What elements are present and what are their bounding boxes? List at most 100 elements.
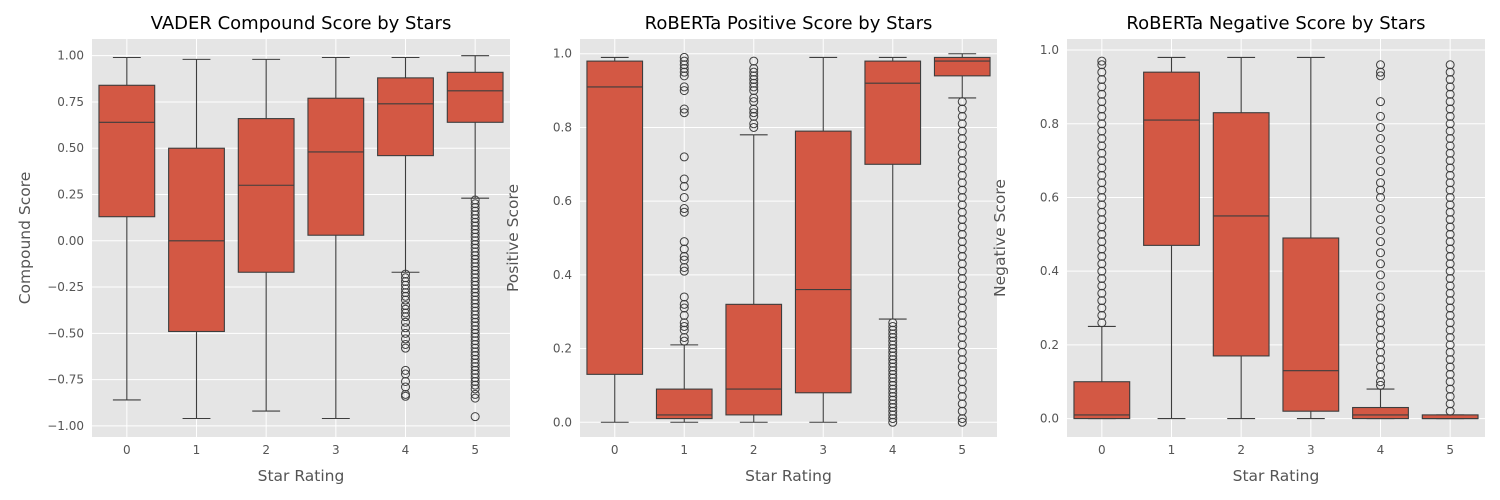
outlier-point	[888, 384, 898, 394]
outlier-point	[401, 277, 410, 287]
outlier-point	[957, 347, 967, 357]
y-tick-label: 0.2	[1040, 338, 1059, 352]
outlier-point	[749, 63, 759, 73]
outlier-point	[957, 207, 967, 217]
outlier-point	[888, 377, 898, 387]
outlier-point	[470, 228, 480, 238]
outlier-point	[888, 321, 898, 331]
outlier-point	[888, 373, 898, 383]
y-tick-label: −0.50	[47, 326, 84, 340]
outlier-point	[1097, 97, 1107, 107]
outlier-point	[470, 236, 480, 246]
x-tick-label: 4	[1377, 443, 1385, 457]
y-tick-label: 0.6	[553, 194, 572, 208]
box-star-4	[864, 56, 922, 427]
outlier-point	[1097, 119, 1107, 129]
outlier-point	[401, 376, 410, 386]
outlier-point	[1376, 248, 1385, 258]
x-tick-label: 0	[1098, 443, 1106, 457]
outlier-point	[1376, 259, 1385, 269]
outlier-point	[1097, 200, 1107, 210]
outlier-point	[679, 207, 689, 217]
outlier-point	[1097, 229, 1107, 239]
boxes	[1073, 56, 1479, 420]
outlier-point	[957, 237, 967, 247]
outlier-point	[1376, 281, 1385, 291]
x-tick-label: 5	[1446, 443, 1454, 457]
outlier-point	[1097, 67, 1107, 77]
outlier-point	[1376, 122, 1385, 132]
x-tick-label: 4	[889, 443, 897, 457]
outlier-point	[470, 251, 480, 261]
outlier-point	[749, 93, 759, 103]
boxes	[586, 52, 991, 427]
ticks: 0.0 0.2 0.4 0.6 0.8 1.0 0 1 2 3 4 5	[1040, 43, 1454, 457]
outlier-point	[957, 170, 967, 180]
y-tick-label: 0.6	[1040, 190, 1059, 204]
outlier-point	[1376, 185, 1385, 195]
outlier-point	[470, 347, 480, 357]
outlier-point	[470, 280, 480, 290]
panel-roberta-positive: 0.0 0.2 0.4 0.6 0.8 1.0 0 1 2 3 4 5 RoBERTa Positiv…	[504, 13, 997, 485]
y-tick-label: −0.75	[47, 373, 84, 387]
outlier-point	[679, 104, 689, 114]
outlier-point	[888, 399, 898, 409]
outlier-point	[679, 56, 689, 66]
outlier-point	[679, 174, 689, 184]
outlier-point	[888, 333, 898, 342]
outlier-point	[1445, 333, 1455, 342]
outlier-point	[888, 318, 898, 328]
outlier-point	[957, 126, 967, 136]
outlier-point	[470, 277, 480, 287]
outlier-point	[470, 269, 480, 279]
outlier-point	[1376, 292, 1385, 302]
iqr-box	[446, 71, 504, 123]
outlier-point	[957, 340, 967, 350]
outlier-point	[470, 321, 480, 331]
outlier-point	[957, 288, 967, 298]
outlier-point	[470, 206, 480, 216]
outlier-point	[679, 63, 689, 73]
iqr-box	[168, 147, 225, 333]
outlier-point	[401, 295, 410, 305]
x-tick-label: 4	[402, 443, 410, 457]
outlier-point	[1445, 355, 1455, 365]
outlier-point	[749, 71, 759, 81]
outlier-point	[679, 333, 689, 342]
outlier-point	[1097, 163, 1107, 173]
outlier-point	[679, 60, 689, 70]
iqr-box	[1212, 112, 1270, 357]
y-tick-label: 0.0	[1040, 412, 1059, 426]
outlier-point	[1445, 384, 1455, 394]
outlier-point	[401, 391, 410, 401]
outlier-point	[957, 222, 967, 232]
outlier-point	[957, 266, 967, 276]
outlier-point	[957, 281, 967, 291]
outlier-point	[470, 288, 480, 298]
outlier-point	[888, 366, 898, 376]
x-tick-label: 2	[1237, 443, 1245, 457]
outlier-point	[957, 303, 967, 313]
outlier-point	[470, 351, 480, 361]
outlier-point	[401, 308, 410, 318]
outlier-point	[888, 344, 898, 354]
outlier-point	[470, 214, 480, 224]
y-tick-label: 0.75	[57, 95, 84, 109]
outlier-point	[470, 343, 480, 353]
outlier-point	[679, 325, 689, 335]
outlier-point	[679, 251, 689, 261]
box-star-5	[933, 53, 991, 427]
outlier-point	[957, 362, 967, 372]
outlier-point	[679, 303, 689, 313]
box-star-5	[1421, 60, 1479, 420]
outlier-point	[1097, 185, 1107, 195]
outlier-point	[1376, 362, 1385, 372]
outlier-point	[957, 104, 967, 114]
outlier-point	[470, 258, 480, 268]
outlier-point	[888, 347, 898, 357]
outlier-point	[1097, 60, 1107, 70]
outlier-point	[401, 269, 410, 279]
outlier-point	[957, 259, 967, 269]
outlier-point	[957, 134, 967, 143]
box-star-3	[1282, 56, 1340, 420]
